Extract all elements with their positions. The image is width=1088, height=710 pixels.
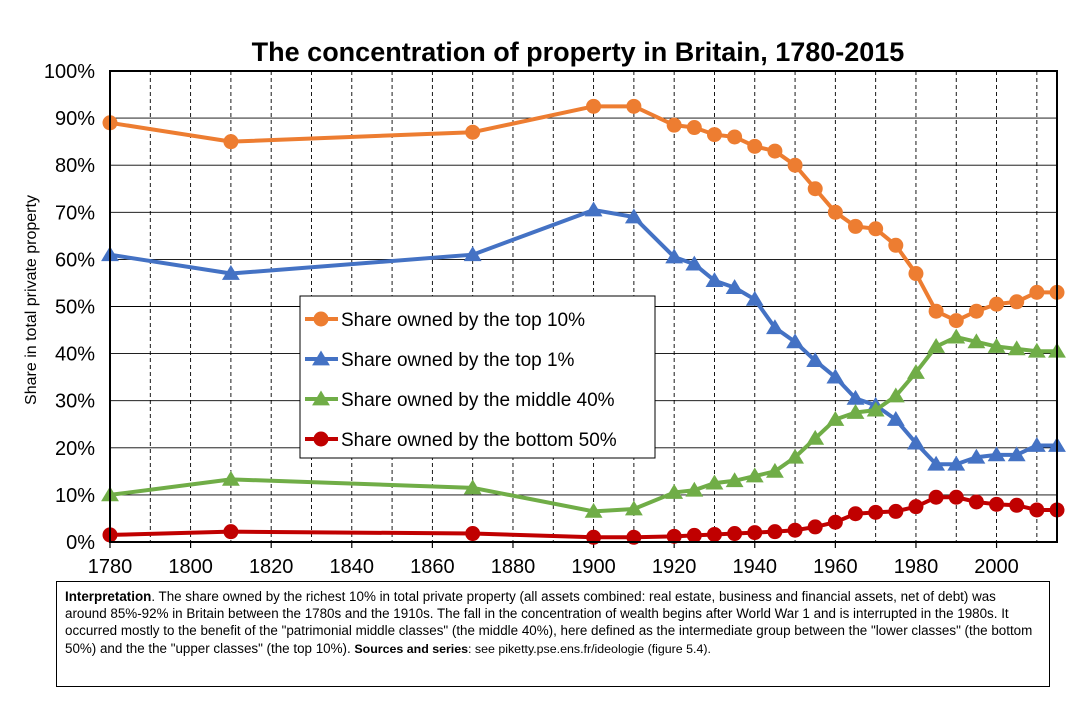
data-point bbox=[929, 490, 944, 505]
y-tick-label: 90% bbox=[55, 108, 95, 130]
legend-swatch-marker bbox=[314, 312, 329, 327]
y-axis-label: Share in total private property bbox=[23, 195, 40, 405]
legend-label: Share owned by the bottom 50% bbox=[341, 430, 617, 451]
data-point bbox=[667, 118, 682, 133]
legend-label: Share owned by the top 10% bbox=[341, 310, 585, 331]
series-3 bbox=[103, 490, 1065, 545]
data-point bbox=[808, 181, 823, 196]
data-point bbox=[808, 519, 823, 534]
y-tick-label: 60% bbox=[55, 249, 95, 271]
data-point bbox=[1009, 498, 1024, 513]
data-point bbox=[687, 120, 702, 135]
data-point bbox=[747, 139, 762, 154]
data-point bbox=[687, 528, 702, 543]
x-tick-label: 1980 bbox=[894, 556, 939, 578]
chart-title: The concentration of property in Britain… bbox=[252, 37, 905, 67]
interpretation-note: Interpretation. The share owned by the r… bbox=[56, 581, 1050, 687]
sources-text: : see piketty.pse.ens.fr/ideologie (figu… bbox=[468, 642, 711, 656]
legend-label: Share owned by the top 1% bbox=[341, 350, 575, 371]
data-point bbox=[1029, 285, 1044, 300]
data-point bbox=[747, 525, 762, 540]
data-point bbox=[989, 297, 1004, 312]
data-point bbox=[788, 523, 803, 538]
legend-swatch-marker bbox=[314, 432, 329, 447]
data-point bbox=[746, 291, 764, 306]
data-point bbox=[969, 494, 984, 509]
data-point bbox=[727, 129, 742, 144]
data-point bbox=[989, 497, 1004, 512]
interpretation-label: Interpretation bbox=[65, 589, 151, 604]
data-point bbox=[465, 526, 480, 541]
data-point bbox=[707, 127, 722, 142]
data-point bbox=[223, 134, 238, 149]
legend: Share owned by the top 10% Share owned by… bbox=[300, 296, 655, 458]
data-point bbox=[848, 506, 863, 521]
x-tick-label: 1780 bbox=[88, 556, 133, 578]
x-tick-label: 1920 bbox=[652, 556, 697, 578]
x-tick-label: 1860 bbox=[410, 556, 455, 578]
x-tick-label: 1820 bbox=[249, 556, 294, 578]
data-point bbox=[868, 221, 883, 236]
data-point bbox=[888, 238, 903, 253]
data-point bbox=[947, 329, 965, 344]
data-point bbox=[848, 219, 863, 234]
y-tick-label: 70% bbox=[55, 202, 95, 224]
data-point bbox=[223, 524, 238, 539]
data-point bbox=[626, 99, 641, 114]
data-point bbox=[868, 505, 883, 520]
x-tick-label: 1840 bbox=[330, 556, 375, 578]
y-tick-label: 40% bbox=[55, 344, 95, 366]
data-point bbox=[929, 304, 944, 319]
data-point bbox=[585, 201, 603, 216]
y-tick-label: 50% bbox=[55, 297, 95, 319]
x-tick-label: 1800 bbox=[168, 556, 213, 578]
data-point bbox=[465, 125, 480, 140]
data-point bbox=[767, 144, 782, 159]
x-tick-label: 1900 bbox=[571, 556, 616, 578]
data-point bbox=[586, 99, 601, 114]
x-tick-label: 1880 bbox=[491, 556, 536, 578]
data-point bbox=[727, 526, 742, 541]
data-point bbox=[707, 527, 722, 542]
data-point bbox=[767, 524, 782, 539]
y-tick-label: 0% bbox=[66, 532, 95, 554]
data-point bbox=[888, 504, 903, 519]
data-point bbox=[908, 266, 923, 281]
y-tick-label: 80% bbox=[55, 155, 95, 177]
y-tick-label: 10% bbox=[55, 485, 95, 507]
legend-label: Share owned by the middle 40% bbox=[341, 390, 615, 411]
data-point bbox=[828, 205, 843, 220]
data-point bbox=[788, 158, 803, 173]
x-tick-label: 1940 bbox=[733, 556, 778, 578]
sources-label: Sources and series bbox=[354, 642, 468, 656]
data-point bbox=[949, 490, 964, 505]
y-tick-label: 100% bbox=[44, 61, 95, 83]
y-tick-label: 20% bbox=[55, 438, 95, 460]
y-tick-label: 30% bbox=[55, 391, 95, 413]
data-point bbox=[949, 313, 964, 328]
data-point bbox=[828, 515, 843, 530]
x-tick-label: 1960 bbox=[813, 556, 858, 578]
data-point bbox=[1009, 294, 1024, 309]
data-point bbox=[908, 499, 923, 514]
x-tick-label: 2000 bbox=[974, 556, 1019, 578]
data-point bbox=[1029, 502, 1044, 517]
data-point bbox=[969, 304, 984, 319]
